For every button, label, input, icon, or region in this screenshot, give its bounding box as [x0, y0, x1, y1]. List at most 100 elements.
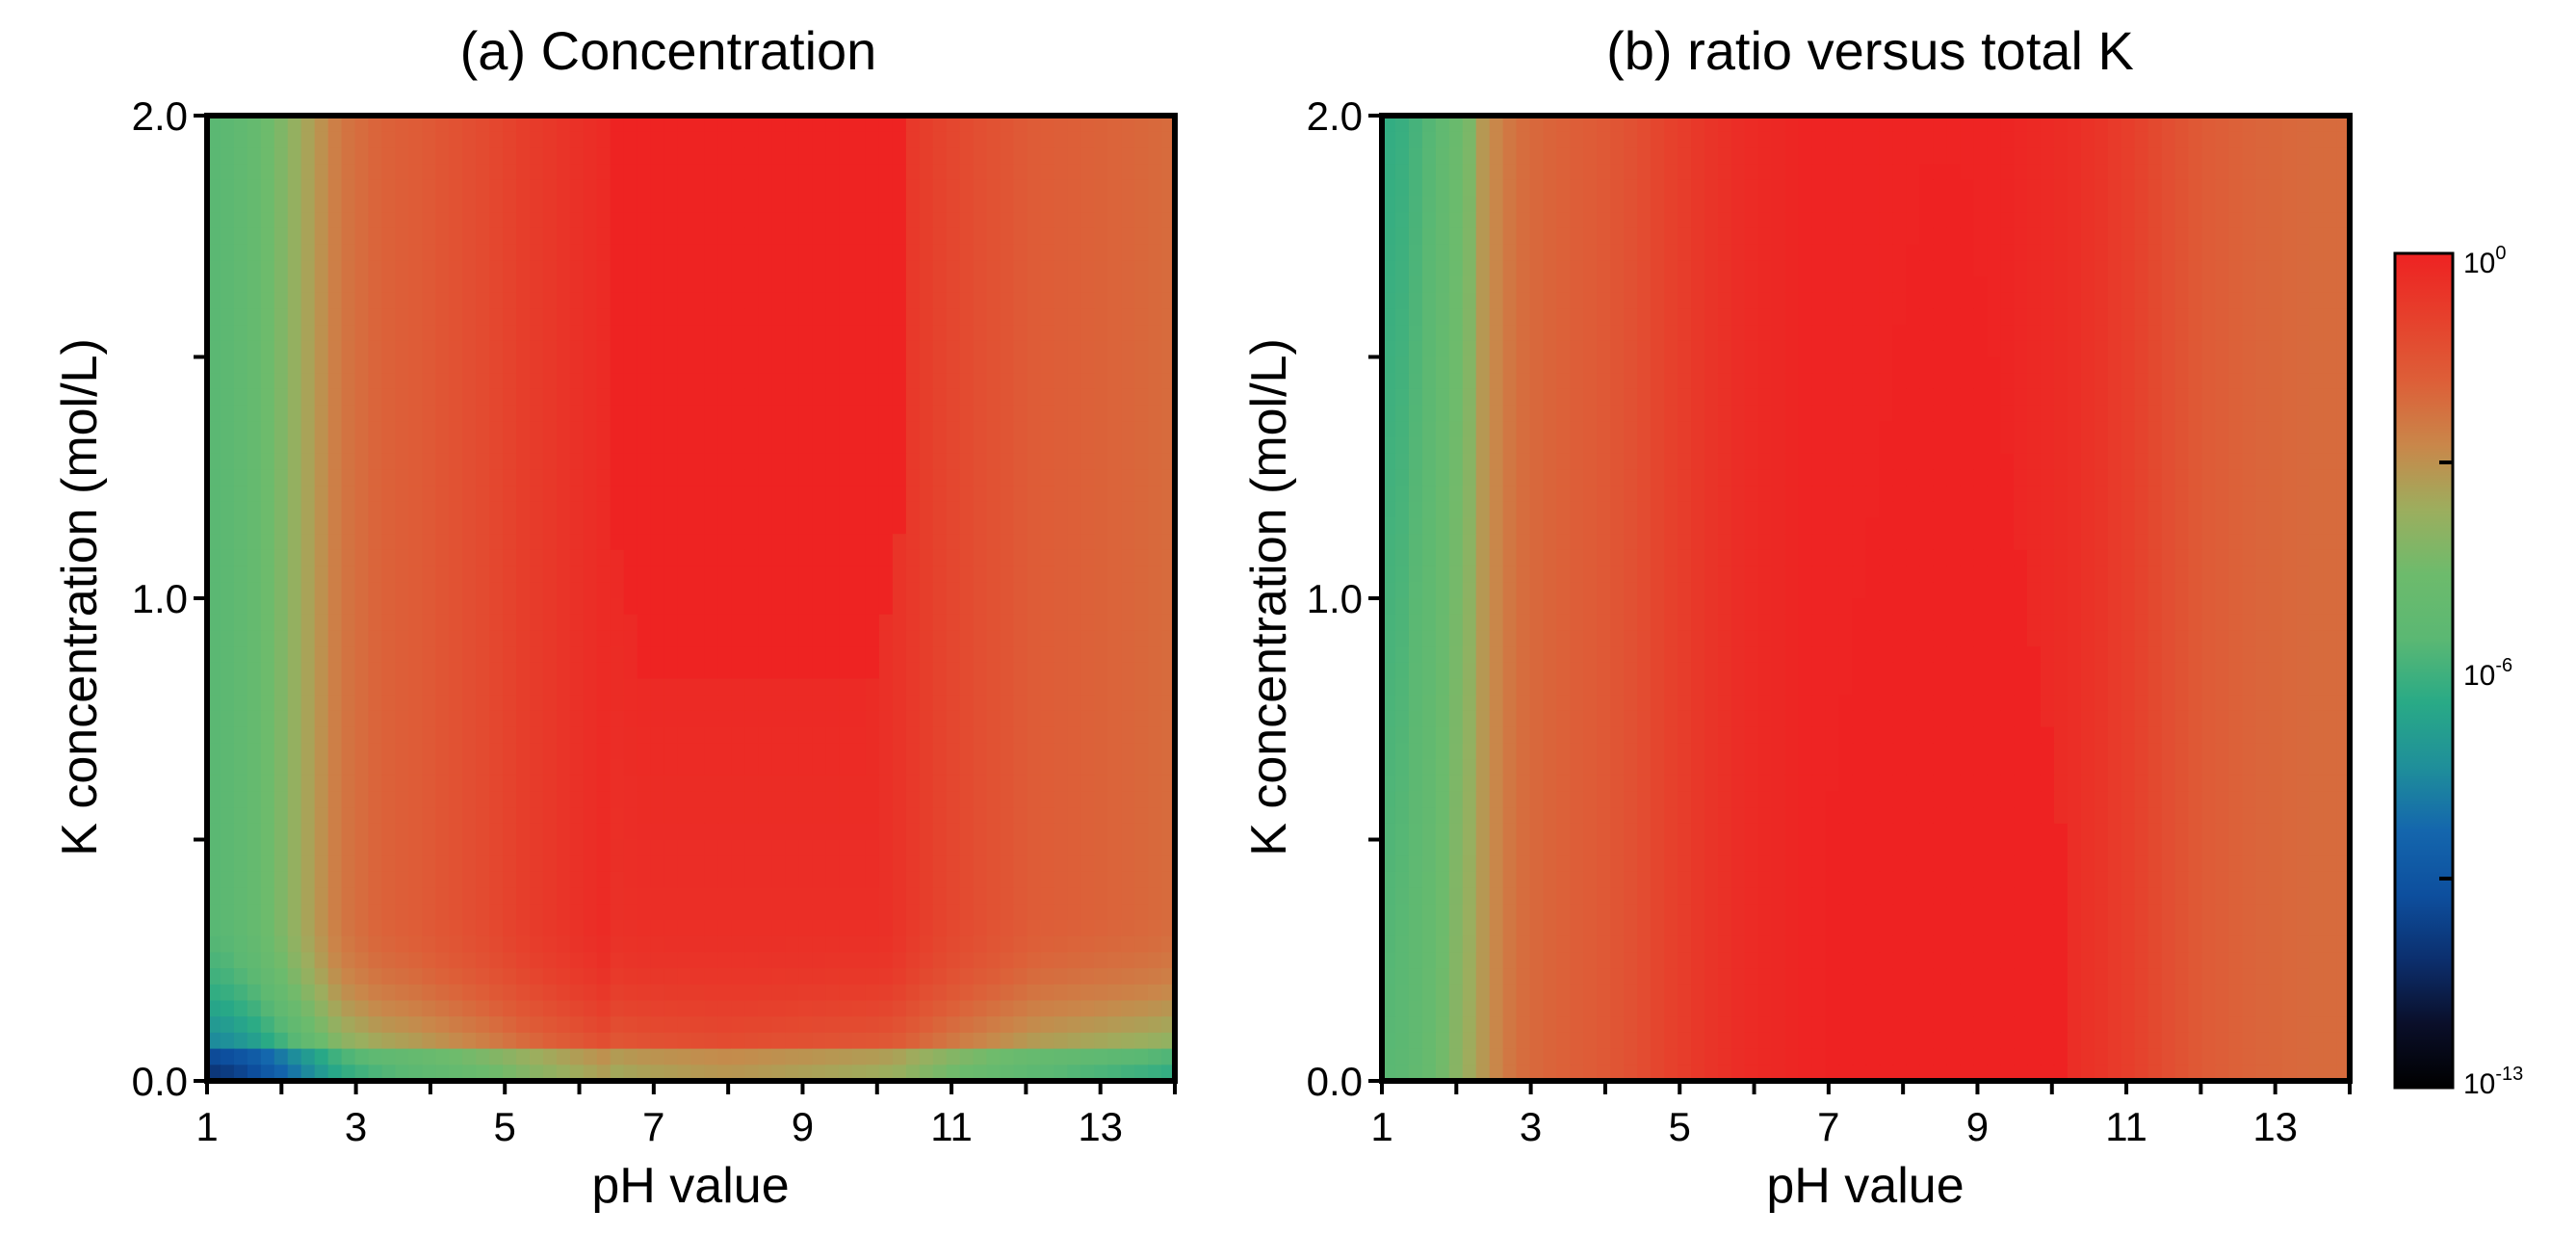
panel-a-cell	[569, 952, 585, 969]
panel-a-cell	[596, 486, 611, 503]
panel-a-cell	[744, 968, 759, 986]
panel-a-cell	[233, 582, 248, 599]
panel-a-cell	[395, 1016, 409, 1034]
panel-a-cell	[1094, 486, 1108, 503]
panel-a-cell	[569, 646, 585, 664]
panel-b-cell	[2215, 164, 2229, 181]
panel-a-cell	[314, 807, 329, 825]
panel-b-cell	[2296, 116, 2310, 133]
panel-a-cell	[300, 582, 316, 599]
panel-a-cell	[959, 486, 975, 503]
panel-b-cell	[2282, 116, 2297, 133]
panel-b-cell	[2147, 116, 2163, 133]
panel-a-cell	[260, 920, 275, 937]
panel-a-cell	[919, 212, 934, 229]
panel-a-cell	[503, 968, 517, 986]
panel-a-cell	[1040, 164, 1054, 181]
panel-a-cell	[1134, 325, 1149, 342]
panel-a-cell	[503, 855, 517, 873]
panel-a-cell	[341, 227, 356, 246]
panel-a-cell	[650, 388, 665, 407]
panel-a-cell	[664, 453, 679, 470]
panel-a-cell	[1161, 116, 1176, 133]
panel-a-cell	[1000, 1000, 1015, 1017]
panel-a-cell	[1000, 340, 1015, 358]
panel-b-cell	[2000, 179, 2015, 197]
panel-a-cell	[583, 469, 598, 487]
panel-b-cell	[2215, 227, 2229, 246]
panel-a-cell	[435, 662, 450, 680]
panel-a-cell	[1027, 855, 1042, 873]
panel-a-cell	[892, 807, 907, 825]
panel-a-cell	[905, 147, 921, 165]
panel-a-cell	[476, 662, 490, 680]
panel-a-cell	[233, 743, 248, 760]
panel-a-cell	[314, 308, 329, 326]
panel-a-cell	[220, 373, 235, 390]
panel-b-cell	[1960, 244, 1974, 261]
panel-a-cell	[327, 549, 343, 567]
panel-b-cell	[1543, 179, 1558, 197]
panel-a-cell	[690, 968, 706, 986]
panel-a-cell	[677, 1016, 692, 1034]
panel-a-cell	[516, 904, 531, 921]
panel-a-cell	[395, 904, 409, 921]
panel-a-cell	[785, 582, 799, 599]
panel-a-cell	[314, 179, 329, 197]
panel-a-cell	[542, 388, 558, 407]
panel-a-cell	[516, 116, 531, 133]
panel-a-cell	[664, 791, 679, 808]
panel-a-cell	[1013, 517, 1028, 535]
panel-a-cell	[516, 340, 531, 358]
panel-a-cell	[959, 614, 975, 631]
panel-a-cell	[839, 695, 853, 712]
panel-a-cell	[462, 614, 477, 631]
panel-a-cell	[314, 1016, 329, 1034]
panel-a-cell	[865, 453, 880, 470]
panel-a-cell	[233, 855, 248, 873]
panel-a-cell	[273, 164, 289, 181]
panel-b-cell	[2242, 147, 2256, 165]
panel-a-cell	[744, 646, 759, 664]
panel-b-cell	[1906, 179, 1920, 197]
panel-a-cell	[744, 1065, 759, 1082]
panel-a-cell	[825, 968, 840, 986]
panel-a-cell	[287, 952, 302, 969]
panel-a-cell	[247, 227, 262, 246]
panel-a-cell	[932, 244, 948, 261]
panel-a-cell	[381, 935, 397, 953]
panel-a-cell	[462, 807, 477, 825]
panel-a-cell	[878, 325, 894, 342]
panel-a-cell	[1027, 308, 1042, 326]
panel-b-cell	[2215, 116, 2229, 133]
panel-a-cell	[664, 1000, 679, 1017]
panel-b-cell	[1475, 164, 1491, 181]
panel-a-cell	[368, 325, 383, 342]
panel-a-cell	[395, 437, 409, 455]
panel-a-cell	[1054, 646, 1068, 664]
panel-a-cell	[1054, 276, 1068, 294]
panel-a-cell	[314, 662, 329, 680]
panel-a-cell	[825, 855, 840, 873]
panel-a-cell	[596, 726, 611, 744]
panel-b-cell	[1691, 196, 1705, 213]
panel-a-cell	[556, 486, 571, 503]
panel-a-cell	[986, 373, 1002, 390]
panel-b-cell	[1946, 179, 1961, 197]
panel-a-cell	[300, 549, 316, 567]
panel-b-cell	[2053, 147, 2069, 165]
panel-a-cell	[932, 695, 948, 712]
panel-b-cell	[2121, 147, 2136, 165]
panel-a-cell	[596, 662, 611, 680]
panel-a-cell	[771, 935, 786, 953]
panel-b-cell	[1651, 212, 1665, 229]
panel-a-cell	[596, 807, 611, 825]
panel-b-cell	[2282, 196, 2297, 213]
panel-b-cell	[2323, 131, 2337, 148]
panel-a-cell	[610, 373, 625, 390]
panel-a-cell	[435, 405, 450, 422]
panel-a-cell	[260, 614, 275, 631]
panel-b-cell	[1394, 147, 1410, 165]
panel-a-cell	[207, 325, 221, 342]
panel-a-cell	[503, 227, 517, 246]
